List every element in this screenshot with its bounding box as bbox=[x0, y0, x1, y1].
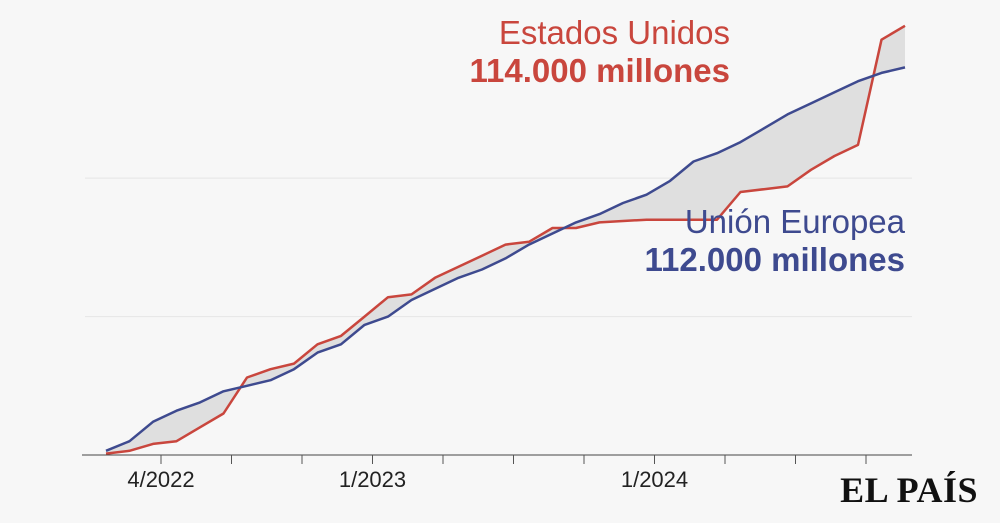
series-lines bbox=[105, 24, 906, 455]
legend-eu-name: Unión Europea bbox=[684, 203, 905, 240]
area-between-series bbox=[106, 25, 905, 454]
legend-us-name: Estados Unidos bbox=[498, 14, 730, 51]
legend-us-value: 114.000 millones bbox=[469, 51, 730, 89]
x-tick-label: 4/2022 bbox=[127, 467, 194, 492]
x-tick-label: 1/2024 bbox=[621, 467, 688, 492]
el-pais-logo: EL PAÍS bbox=[840, 470, 978, 510]
x-axis-ticks: 4/2022 1/2023 1/2024 bbox=[127, 455, 867, 492]
series-line-estados-unidos bbox=[105, 24, 906, 455]
legend-union-europea: Unión Europea 112.000 millones bbox=[644, 203, 905, 279]
legend-eu-value: 112.000 millones bbox=[644, 240, 905, 278]
x-tick-label: 1/2023 bbox=[339, 467, 406, 492]
series-line-union-europea bbox=[105, 66, 906, 452]
legend-estados-unidos: Estados Unidos 114.000 millones bbox=[469, 14, 730, 90]
